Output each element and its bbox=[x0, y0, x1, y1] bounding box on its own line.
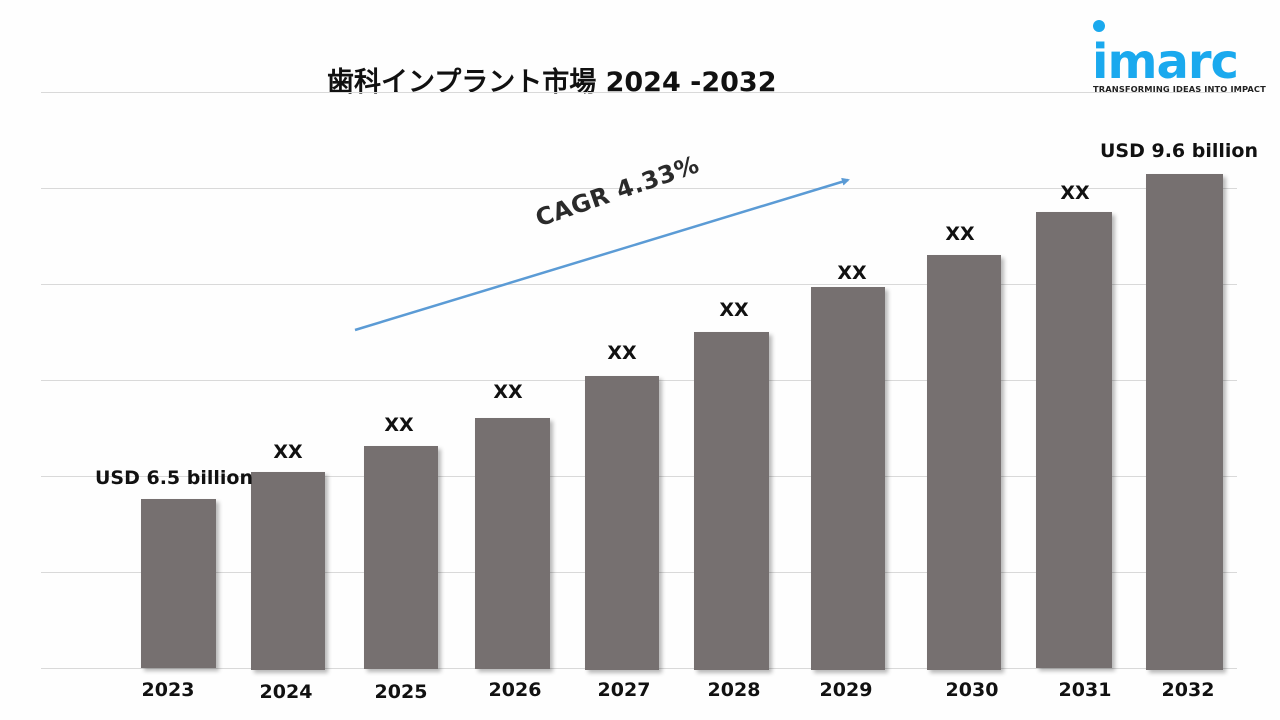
bar-value-label: XX bbox=[607, 342, 637, 364]
logo-wordmark: imarc bbox=[1092, 34, 1239, 90]
bar-2024 bbox=[251, 472, 325, 670]
gridline bbox=[41, 92, 1237, 93]
logo-dot-icon bbox=[1093, 20, 1105, 32]
x-axis-label: 2026 bbox=[488, 679, 542, 701]
x-axis-label: 2032 bbox=[1161, 679, 1215, 701]
bar-value-label: XX bbox=[384, 414, 414, 436]
bar-2023 bbox=[141, 499, 216, 668]
imarc-logo: imarc TRANSFORMING IDEAS INTO IMPACT bbox=[1090, 18, 1266, 98]
bar-2026 bbox=[475, 418, 550, 669]
logo-tagline: TRANSFORMING IDEAS INTO IMPACT bbox=[1093, 84, 1266, 94]
x-axis-label: 2028 bbox=[707, 679, 761, 701]
x-axis-label: 2023 bbox=[141, 679, 195, 701]
bar-2025 bbox=[364, 446, 438, 669]
bar-2027 bbox=[585, 376, 659, 670]
bar-value-label: XX bbox=[719, 299, 749, 321]
bar-value-label: USD 6.5 billion bbox=[94, 467, 254, 489]
bar-value-label: XX bbox=[945, 223, 975, 245]
gridline bbox=[41, 284, 1237, 285]
bar-2030 bbox=[927, 255, 1001, 670]
bar-2029 bbox=[811, 287, 885, 670]
x-axis-label: 2025 bbox=[374, 681, 428, 703]
x-axis-label: 2029 bbox=[819, 679, 873, 701]
gridline bbox=[41, 188, 1237, 189]
bar-2028 bbox=[694, 332, 769, 670]
x-axis-label: 2024 bbox=[259, 681, 313, 703]
bar-value-label: XX bbox=[273, 441, 303, 463]
bar-value-label: XX bbox=[1060, 182, 1090, 204]
bar-2031 bbox=[1036, 212, 1112, 668]
bar-value-label: USD 9.6 billion bbox=[1099, 140, 1259, 162]
x-axis-label: 2031 bbox=[1058, 679, 1112, 701]
bar-value-label: XX bbox=[493, 381, 523, 403]
x-axis-label: 2027 bbox=[597, 679, 651, 701]
x-axis-label: 2030 bbox=[945, 679, 999, 701]
bar-value-label: XX bbox=[837, 262, 867, 284]
bar-2032 bbox=[1146, 174, 1223, 670]
